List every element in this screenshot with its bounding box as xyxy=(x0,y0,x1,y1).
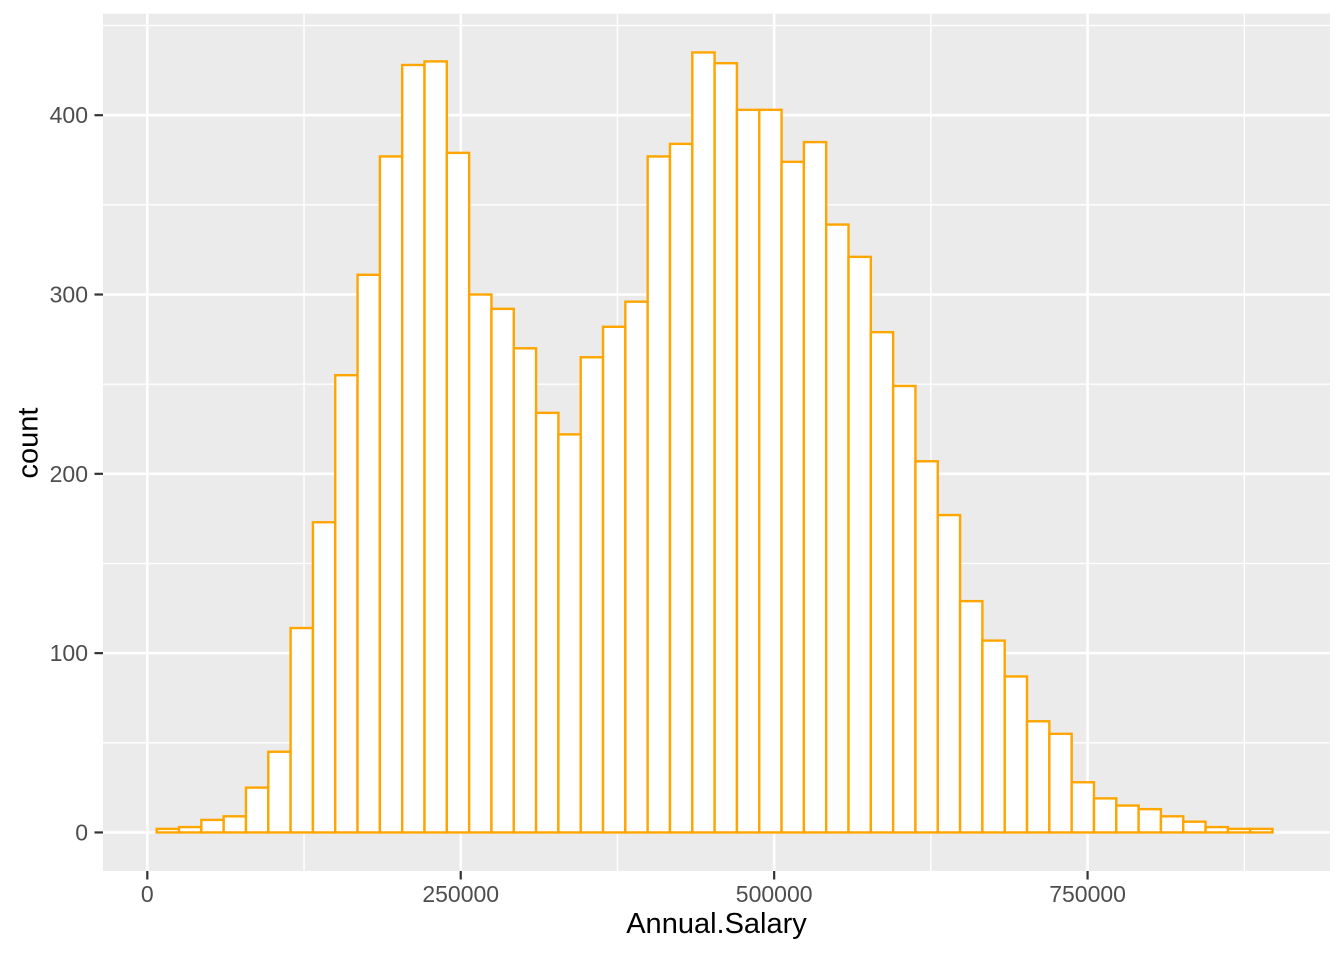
histogram-bar xyxy=(1025,720,1051,834)
histogram-bar xyxy=(891,384,917,834)
histogram-bar xyxy=(958,599,984,834)
histogram-bar xyxy=(244,786,270,834)
histogram-bar xyxy=(557,433,582,834)
histogram-bar xyxy=(1003,675,1029,834)
histogram-bar xyxy=(735,108,761,834)
y-tick-label: 300 xyxy=(50,282,88,308)
histogram-bar xyxy=(356,273,382,834)
x-tick-label: 0 xyxy=(141,881,154,907)
histogram-bar xyxy=(691,51,716,834)
histogram-bar xyxy=(400,63,426,834)
histogram-bar xyxy=(914,460,939,834)
histogram-bar xyxy=(981,639,1006,834)
histogram-bar xyxy=(1204,825,1230,834)
histogram-bar xyxy=(177,825,203,834)
histogram-bar xyxy=(646,155,672,834)
histogram-bar xyxy=(311,521,337,834)
histogram-bar xyxy=(267,750,292,834)
histogram-bar xyxy=(847,255,873,834)
histogram-bar xyxy=(200,818,225,834)
histogram-bar xyxy=(579,356,605,834)
histogram-bar xyxy=(1159,815,1185,834)
histogram-bar xyxy=(780,160,806,834)
histogram-bar xyxy=(713,61,739,834)
histogram-bar xyxy=(1248,827,1274,834)
histogram-bar xyxy=(445,151,471,834)
histogram-bar xyxy=(222,815,248,834)
histogram-bar xyxy=(1048,732,1073,834)
histogram-bar xyxy=(668,142,694,834)
histogram-bar xyxy=(824,223,850,834)
histogram-bar xyxy=(534,411,560,834)
histogram-bar xyxy=(467,293,493,834)
histogram-bar xyxy=(1115,804,1140,834)
histogram-bar xyxy=(624,300,649,834)
y-tick-label: 400 xyxy=(50,102,88,128)
histogram-bar xyxy=(1182,820,1207,834)
x-tick-label: 250000 xyxy=(422,881,499,907)
histogram-bar xyxy=(490,307,515,834)
histogram-bar xyxy=(1226,827,1252,834)
histogram-bar xyxy=(869,330,895,834)
x-axis-title: Annual.Salary xyxy=(626,908,807,940)
y-axis-title: count xyxy=(12,407,45,479)
y-tick-label: 0 xyxy=(75,819,88,845)
histogram-bar xyxy=(423,60,449,834)
x-tick-label: 750000 xyxy=(1049,881,1126,907)
histogram-bar xyxy=(758,108,783,834)
histogram-bar xyxy=(334,373,359,834)
histogram-bar xyxy=(1070,781,1096,834)
histogram-bar xyxy=(512,347,538,834)
histogram-bar xyxy=(1137,807,1163,834)
y-tick-label: 200 xyxy=(50,461,88,487)
y-tick-label: 100 xyxy=(50,640,88,666)
histogram-bar xyxy=(1092,797,1118,834)
histogram-bar xyxy=(936,513,962,834)
histogram-bar xyxy=(802,140,828,834)
histogram-bar xyxy=(289,626,315,834)
histogram-bar xyxy=(601,325,627,834)
histogram-bar xyxy=(378,155,404,834)
x-tick-label: 500000 xyxy=(736,881,813,907)
histogram-bar xyxy=(155,827,181,834)
